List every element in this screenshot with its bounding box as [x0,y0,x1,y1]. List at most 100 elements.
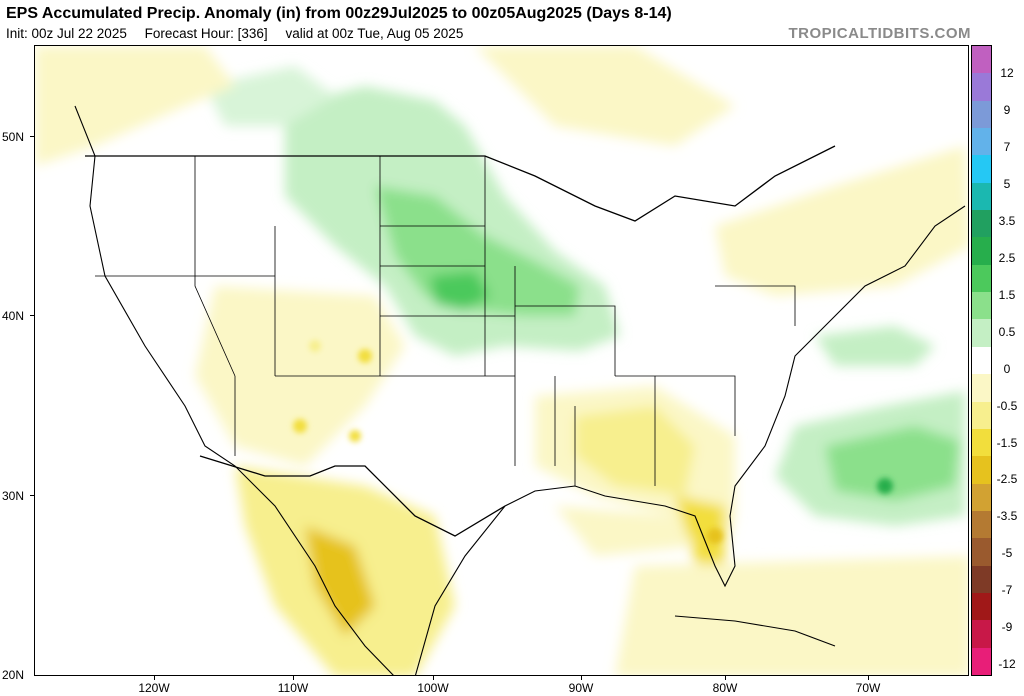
precip-anomaly-map [34,45,969,676]
dry-area-ontario [475,46,735,146]
lat-tick [30,495,34,496]
state-lines-east [515,285,796,486]
lon-tick [725,676,726,680]
colorbar-label: -12 [998,657,1016,672]
lat-label-30n: 30N [2,489,25,503]
dry-core-sierra-madre [305,526,375,636]
lat-label-40n: 40N [2,309,25,323]
colorbar-label: -3.5 [996,509,1018,524]
colorbar-label: 12 [1000,66,1014,81]
colorbar-segment [972,647,991,676]
lat-label-50n: 50N [2,130,25,144]
colorbar-label: 0.5 [998,324,1016,339]
wet-area-canada [205,66,335,126]
brand-watermark: TROPICALTIDBITS.COM [788,25,971,42]
dry-spot [309,340,321,352]
colorbar-segment [972,46,991,74]
lon-label-110w: 110W [277,681,309,695]
colorbar-segment [972,620,991,649]
colorbar-segment [972,592,991,621]
lon-tick [581,676,582,680]
map-title: EPS Accumulated Precip. Anomaly (in) fro… [6,5,672,22]
colorbar-label: 5 [1003,177,1011,192]
colorbar-label: 0 [1003,361,1011,376]
colorbar-segment [972,237,991,266]
lon-label-100w: 100W [417,681,449,695]
lon-tick [154,676,155,680]
colorbar-label: 1.5 [998,287,1016,302]
lat-tick [30,136,34,137]
colorbar-label: 3.5 [998,214,1016,229]
colorbar-segment [972,182,991,211]
cuba-coast [674,615,836,647]
colorbar-label: -7 [1001,583,1013,598]
canada-border [85,145,836,222]
us-border [85,145,836,537]
init-time: Init: 00z Jul 22 2025 [6,26,127,41]
lat-label-20n: 20N [2,668,25,682]
colorbar-segment [972,73,991,102]
wet-area-plains-core [375,186,580,316]
colorbar-segment [972,100,991,129]
dry-core-southeast [575,406,695,496]
lon-label-90w: 90W [568,681,594,695]
wet-area-atlantic-core [825,426,960,501]
gulf-atlantic-coast [414,205,966,675]
anomaly-speckle [293,340,893,544]
map-canvas [35,46,968,675]
colorbar-label: -9 [1001,620,1013,635]
wet-spot [877,478,893,494]
colorbar-segment [972,292,991,320]
colorbar-label: -5 [1001,546,1013,561]
lon-tick [868,676,869,680]
wet-max-nebraska [430,271,490,311]
lon-label-70w: 70W [855,681,881,695]
colorbar-segment [972,510,991,539]
colorbar-segment [972,538,991,567]
colorbar-label: 9 [1003,103,1011,118]
colorbar-label: -0.5 [996,398,1018,413]
dry-spot [349,430,361,442]
dry-spot [358,349,372,363]
colorbar-segment [972,483,991,512]
colorbar-segment [972,210,991,238]
coastlines [74,105,966,675]
colorbar-segment [972,346,991,375]
colorbar-segment [972,428,991,457]
dry-area-caribbean [615,556,968,675]
state-lines-west [95,156,405,456]
state-lines-plains [379,156,516,466]
forecast-hour: Forecast Hour: [336] [144,26,268,41]
dry-area-gulf [555,506,695,556]
colorbar-segment [972,374,991,403]
dry-area-northwest [35,46,235,166]
map-subtitle: Init: 00z Jul 22 2025 Forecast Hour: [33… [6,26,477,41]
colorbar-label: 7 [1003,140,1011,155]
wet-area-offshore [815,326,935,366]
lon-tick [293,676,294,680]
lon-label-120w: 120W [138,681,170,695]
colorbar-label: -1.5 [996,435,1018,450]
colorbar-segment [972,456,991,485]
colorbar-segment [972,319,991,348]
dry-core-florida [675,496,725,586]
colorbar-segment [972,565,991,594]
dry-spot [293,419,307,433]
mexico-border [199,455,506,537]
colorbar [971,45,992,676]
state-borders [95,156,796,486]
valid-time: valid at 00z Tue, Aug 05 2025 [285,26,464,41]
lon-tick [433,676,434,680]
colorbar-segment [972,264,991,293]
dry-spot [707,528,723,544]
dry-area-northeast [715,146,968,296]
lon-label-80w: 80W [712,681,738,695]
colorbar-label: -2.5 [996,472,1018,487]
colorbar-segment [972,128,991,156]
pacific-coast [74,105,394,675]
lat-tick [30,315,34,316]
colorbar-segment [972,401,991,430]
anomaly-field [35,46,968,675]
colorbar-label: 2.5 [998,250,1016,265]
colorbar-segment [972,155,991,184]
